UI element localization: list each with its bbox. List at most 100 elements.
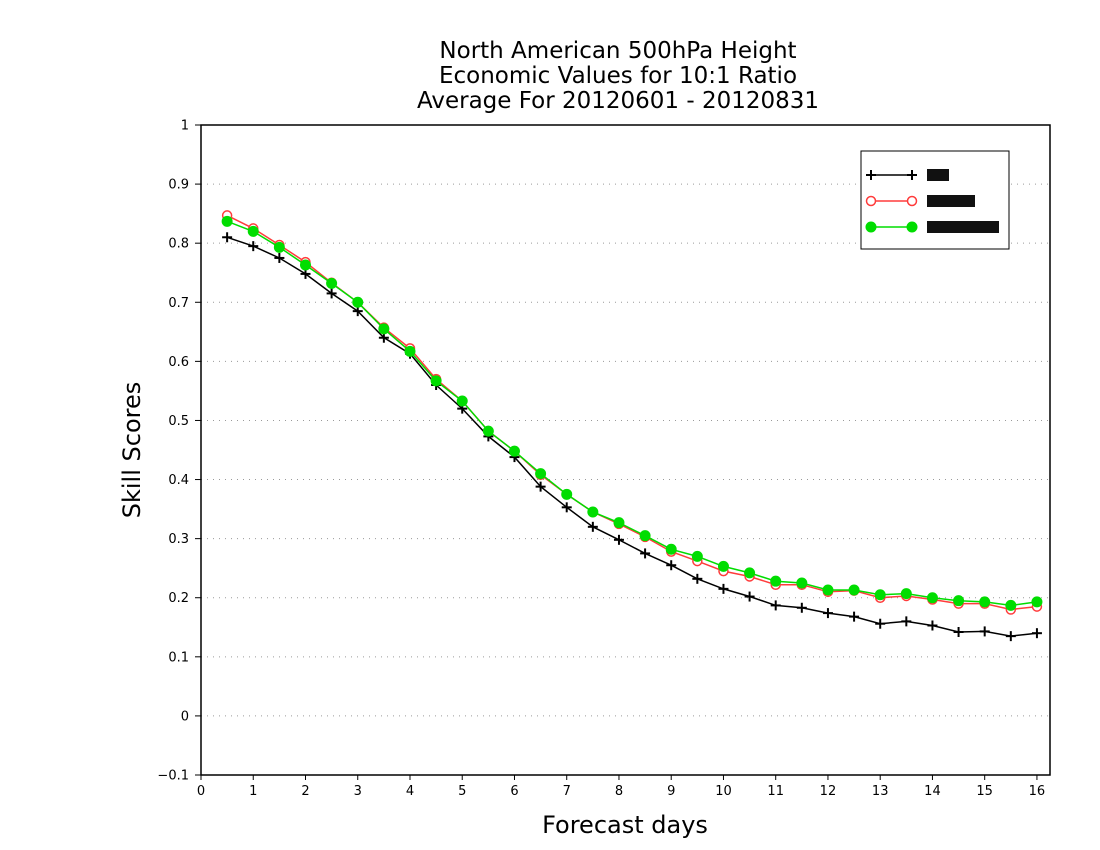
series-3-point: [953, 595, 965, 607]
series-3-point: [561, 488, 573, 500]
series-1-point: [718, 583, 729, 594]
y-tick-label: −0.1: [157, 769, 189, 784]
series-3-point: [613, 517, 625, 529]
legend-sample-marker: [865, 221, 877, 233]
series-1-point: [587, 521, 598, 532]
series-3-point: [926, 592, 938, 604]
legend-label-glyphs: [927, 221, 999, 233]
axes: −0.100.10.20.30.40.50.60.70.80.910 1 2 3 4 5 6…: [157, 119, 1051, 799]
plot-frame: [200, 124, 1051, 776]
series-3-point: [770, 575, 782, 587]
x-tick-label: 3: [354, 784, 362, 799]
series-3-point: [1005, 599, 1017, 611]
series-1-point: [666, 560, 677, 571]
series-1-point: [692, 573, 703, 584]
legend-sample-marker: [865, 195, 877, 207]
x-tick-label: 13: [872, 784, 889, 799]
series-3-point: [378, 323, 390, 335]
series-3-line: [226, 220, 1037, 607]
series-1-point: [248, 241, 259, 252]
series-1-point: [352, 306, 363, 317]
x-tick-label: 10: [715, 784, 732, 799]
series-3-point: [979, 596, 991, 608]
series-3-point: [404, 345, 416, 357]
x-tick-label: 9: [667, 784, 675, 799]
series-2-line: [226, 214, 1037, 611]
series-1-point: [535, 481, 546, 492]
series-3-point: [535, 468, 547, 480]
legend-label-glyphs: [927, 169, 949, 181]
y-tick-label: 0.6: [168, 355, 189, 370]
series-1-point: [953, 627, 964, 637]
y-tick-label: 0.1: [168, 650, 189, 665]
series-1-point: [875, 618, 886, 629]
series-3-point: [691, 550, 703, 562]
series-1-point: [378, 332, 389, 343]
chart-title-line: North American 500hPa Height: [439, 38, 796, 64]
series-1-point: [901, 616, 912, 627]
legend: [860, 150, 1010, 250]
series-1-point: [822, 608, 833, 619]
series-1-point: [222, 232, 233, 243]
x-tick-label: 5: [458, 784, 466, 799]
series-3-point: [221, 215, 233, 227]
series-3: [221, 215, 1043, 611]
x-axis-label: Forecast days: [542, 811, 708, 839]
series-3-point: [796, 577, 808, 589]
legend-entry-2: [865, 195, 975, 207]
series-3-point: [822, 584, 834, 596]
x-tick-label: 1: [249, 784, 257, 799]
series-1-point: [796, 602, 807, 613]
series-3-point: [273, 241, 285, 253]
x-tick-label: 12: [820, 784, 837, 799]
series-1-point: [326, 288, 337, 299]
series-3-point: [430, 375, 442, 387]
y-tick-label: 0.5: [168, 414, 189, 429]
series-3-point: [848, 584, 860, 596]
y-tick-label: 0.7: [168, 296, 189, 311]
series-1-point: [744, 591, 755, 602]
series-1-point: [849, 611, 860, 622]
y-tick-label: 0.3: [168, 532, 189, 547]
series-1-point: [274, 252, 285, 263]
series-3-point: [665, 543, 677, 555]
series-1-point: [979, 626, 990, 637]
series-3-point: [352, 296, 364, 308]
series-3-point: [744, 567, 756, 579]
legend-sample-marker: [906, 221, 918, 233]
x-tick-label: 6: [510, 784, 518, 799]
legend-entry-3: [865, 221, 999, 233]
y-tick-label: 0.4: [168, 473, 189, 488]
x-tick-label: 11: [767, 784, 784, 799]
legend-sample-marker: [906, 195, 918, 207]
series-3-point: [299, 259, 311, 271]
legend-sample-marker: [866, 170, 876, 180]
y-tick-label: 0: [181, 709, 189, 724]
series-1-point: [300, 268, 311, 279]
y-axis-label: Skill Scores: [118, 382, 146, 519]
series-3-point: [482, 425, 494, 437]
series-3-point: [900, 588, 912, 600]
series-1-point: [613, 534, 624, 545]
series-3-point: [456, 395, 468, 407]
series-3-point: [874, 589, 886, 601]
x-tick-label: 16: [1029, 784, 1046, 799]
y-tick-label: 1: [181, 119, 189, 134]
series-1-point: [1005, 631, 1016, 642]
legend-label-glyphs: [927, 195, 975, 207]
series-1-point: [561, 502, 572, 513]
x-tick-label: 15: [976, 784, 993, 799]
chart-title-line: Economic Values for 10:1 Ratio: [439, 63, 797, 89]
series-1-point: [1031, 628, 1042, 639]
y-tick-label: 0.2: [168, 591, 189, 606]
legend-sample-marker: [907, 170, 917, 180]
series-group: [221, 210, 1043, 642]
x-tick-label: 4: [406, 784, 414, 799]
series-3-point: [639, 530, 651, 542]
x-tick-label: 8: [615, 784, 623, 799]
series-3-point: [326, 277, 338, 289]
x-tick-label: 2: [301, 784, 309, 799]
